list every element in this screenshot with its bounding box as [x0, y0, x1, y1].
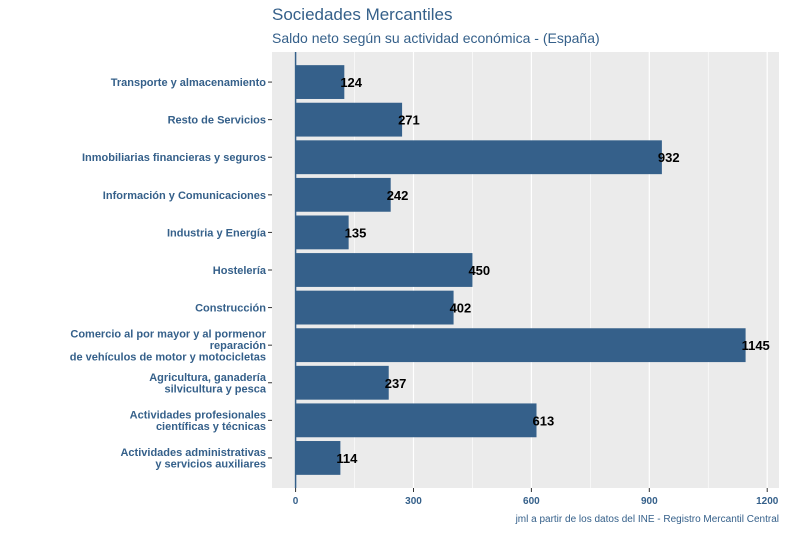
data-label: 124 [340, 75, 362, 90]
bar [295, 365, 389, 400]
chart-caption: jml a partir de los datos del INE - Regi… [515, 514, 779, 525]
data-label: 613 [533, 413, 555, 428]
x-tick-label: 0 [293, 496, 299, 507]
data-label: 932 [658, 150, 680, 165]
chart-title: Sociedades Mercantiles [272, 5, 453, 24]
data-label: 114 [336, 451, 358, 466]
bar [295, 102, 403, 137]
bar [295, 328, 746, 363]
category-label: Comercio al por mayor y al pormenor repar… [70, 329, 267, 364]
data-label: 135 [345, 225, 367, 240]
category-label: Industria y Energía [167, 227, 267, 239]
category-label: Actividades administrativas y servicios a… [120, 447, 266, 471]
category-label: Agricultura, ganadería silvicultura y pes… [149, 372, 267, 396]
bar [295, 215, 349, 250]
bar [295, 177, 391, 212]
bar [295, 441, 341, 475]
data-label: 450 [468, 263, 490, 278]
bar [295, 65, 345, 99]
category-label: Resto de Servicios [168, 115, 266, 127]
x-tick-label: 1200 [756, 496, 779, 507]
bar [295, 403, 537, 438]
data-label: 1145 [742, 338, 770, 353]
bar [295, 253, 473, 287]
category-label: Inmobiliarias financieras y seguros [82, 152, 266, 164]
x-tick-label: 300 [405, 496, 422, 507]
category-label: Transporte y almacenamiento [111, 77, 267, 89]
category-label: Información y Comunicaciones [103, 190, 266, 202]
x-tick-label: 900 [641, 496, 658, 507]
x-tick-label: 600 [523, 496, 540, 507]
bar [295, 140, 662, 175]
data-label: 402 [450, 301, 472, 316]
chart-subtitle: Saldo neto según su actividad económica … [272, 30, 600, 46]
category-label: Construcción [195, 303, 266, 315]
category-label: Hostelería [213, 265, 267, 277]
data-label: 237 [385, 376, 407, 391]
category-label: Actividades profesionales científicas y t… [130, 410, 266, 434]
data-label: 242 [387, 188, 409, 203]
data-label: 271 [398, 113, 420, 128]
bar [295, 290, 454, 325]
